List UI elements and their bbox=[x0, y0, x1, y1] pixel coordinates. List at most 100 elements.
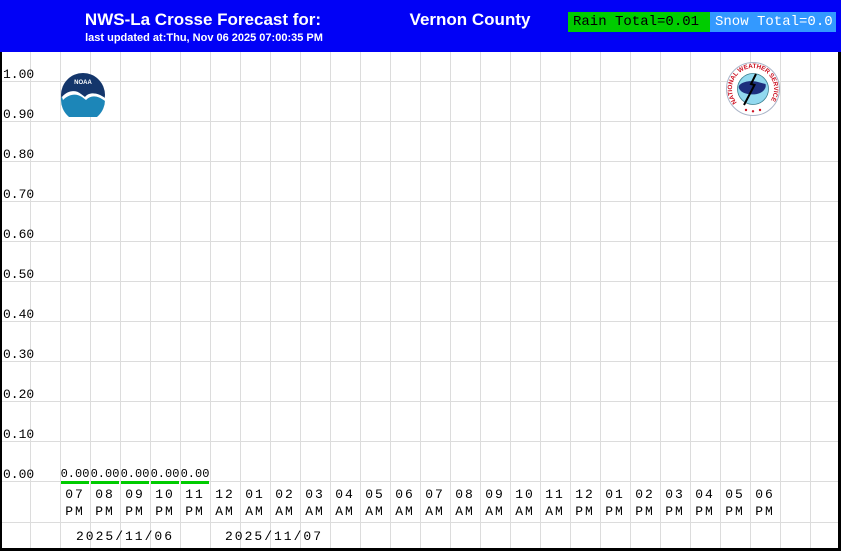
snow-total-badge: Snow Total=0.0 bbox=[710, 12, 836, 32]
rain-value-label: 0.00 bbox=[180, 467, 210, 481]
hour-value: 11 bbox=[545, 487, 565, 502]
rain-value-label: 0.00 bbox=[150, 467, 180, 481]
meridiem-value: AM bbox=[515, 504, 535, 519]
x-hour-label: 08 AM bbox=[450, 486, 480, 520]
meridiem-value: PM bbox=[185, 504, 205, 519]
meridiem-value: PM bbox=[665, 504, 685, 519]
hour-value: 07 bbox=[425, 487, 445, 502]
x-hour-label: 04 PM bbox=[690, 486, 720, 520]
nws-logo-icon: NATIONAL WEATHER SERVICE bbox=[726, 62, 780, 116]
rain-zero-bar bbox=[181, 481, 209, 484]
hour-value: 11 bbox=[185, 487, 205, 502]
hour-value: 02 bbox=[635, 487, 655, 502]
x-hour-label: 07 AM bbox=[420, 486, 450, 520]
header-bar: NWS-La Crosse Forecast for: last updated… bbox=[0, 0, 841, 52]
y-grid-line bbox=[0, 441, 841, 442]
x-hour-label: 02 PM bbox=[630, 486, 660, 520]
hour-value: 05 bbox=[725, 487, 745, 502]
hour-value: 12 bbox=[575, 487, 595, 502]
y-grid-line bbox=[0, 201, 841, 202]
nws-dot-icon bbox=[751, 110, 755, 113]
rain-value-label: 0.00 bbox=[90, 467, 120, 481]
y-grid-line bbox=[0, 121, 841, 122]
hour-value: 07 bbox=[65, 487, 85, 502]
meridiem-value: AM bbox=[305, 504, 325, 519]
meridiem-value: PM bbox=[635, 504, 655, 519]
x-hour-label: 11 PM bbox=[180, 486, 210, 520]
meridiem-value: PM bbox=[575, 504, 595, 519]
x-hour-label: 03 PM bbox=[660, 486, 690, 520]
hour-value: 03 bbox=[665, 487, 685, 502]
hour-value: 04 bbox=[695, 487, 715, 502]
meridiem-value: AM bbox=[545, 504, 565, 519]
hour-value: 06 bbox=[755, 487, 775, 502]
y-axis-label: 0.50 bbox=[3, 267, 35, 282]
chart-border-left bbox=[0, 52, 2, 551]
date-label: 2025/11/06 bbox=[75, 529, 174, 544]
x-hour-label: 03 AM bbox=[300, 486, 330, 520]
x-hour-label: 11 AM bbox=[540, 486, 570, 520]
noaa-logo-icon: NOAA bbox=[61, 73, 105, 117]
y-axis-label: 0.40 bbox=[3, 307, 35, 322]
hour-value: 09 bbox=[485, 487, 505, 502]
meridiem-value: PM bbox=[155, 504, 175, 519]
last-updated-text: last updated at:Thu, Nov 06 2025 07:00:3… bbox=[85, 32, 323, 44]
rain-value-label: 0.00 bbox=[120, 467, 150, 481]
meridiem-value: PM bbox=[605, 504, 625, 519]
meridiem-value: AM bbox=[395, 504, 415, 519]
x-hour-label: 06 AM bbox=[390, 486, 420, 520]
y-axis-label: 0.00 bbox=[3, 467, 35, 482]
hour-value: 12 bbox=[215, 487, 235, 502]
y-axis-label: 0.80 bbox=[3, 147, 35, 162]
x-hour-label: 12 PM bbox=[570, 486, 600, 520]
x-hour-label: 02 AM bbox=[270, 486, 300, 520]
x-hour-label: 10 PM bbox=[150, 486, 180, 520]
meridiem-value: PM bbox=[755, 504, 775, 519]
x-axis-separator-line bbox=[0, 522, 841, 523]
y-grid-line bbox=[0, 321, 841, 322]
noaa-logo-text: NOAA bbox=[74, 80, 92, 86]
meridiem-value: AM bbox=[485, 504, 505, 519]
y-axis-label: 0.20 bbox=[3, 387, 35, 402]
x-hour-label: 05 PM bbox=[720, 486, 750, 520]
y-axis-label: 0.30 bbox=[3, 347, 35, 362]
meridiem-value: AM bbox=[275, 504, 295, 519]
meridiem-value: AM bbox=[335, 504, 355, 519]
chart-border-right bbox=[838, 52, 841, 551]
x-hour-label: 08 PM bbox=[90, 486, 120, 520]
nws-dot-icon bbox=[744, 108, 748, 112]
y-grid-line bbox=[0, 361, 841, 362]
page-title: NWS-La Crosse Forecast for: bbox=[84, 10, 322, 29]
y-axis-label: 0.10 bbox=[3, 427, 35, 442]
y-axis-label: 0.70 bbox=[3, 187, 35, 202]
y-grid-line bbox=[0, 281, 841, 282]
x-hour-label: 09 AM bbox=[480, 486, 510, 520]
x-hour-label: 07 PM bbox=[60, 486, 90, 520]
x-hour-label: 06 PM bbox=[750, 486, 780, 520]
y-axis-label: 1.00 bbox=[3, 67, 35, 82]
x-hour-label: 09 PM bbox=[120, 486, 150, 520]
meridiem-value: PM bbox=[95, 504, 115, 519]
hour-value: 01 bbox=[245, 487, 265, 502]
hour-value: 09 bbox=[125, 487, 145, 502]
precip-chart-area: 1.00 0.90 0.80 0.70 0.60 0.50 0.40 0.30 0.20 0.10… bbox=[0, 52, 841, 551]
nws-dot-icon bbox=[758, 108, 762, 112]
meridiem-value: AM bbox=[245, 504, 265, 519]
chart-border-bottom bbox=[0, 548, 841, 551]
hour-value: 10 bbox=[515, 487, 535, 502]
meridiem-value: AM bbox=[365, 504, 385, 519]
meridiem-value: AM bbox=[215, 504, 235, 519]
meridiem-value: AM bbox=[425, 504, 445, 519]
location-title: Vernon County bbox=[409, 10, 531, 29]
noaa-gull-icon bbox=[62, 91, 105, 101]
hour-value: 10 bbox=[155, 487, 175, 502]
meridiem-value: PM bbox=[725, 504, 745, 519]
rain-total-badge: Rain Total=0.01 bbox=[568, 12, 710, 32]
y-grid-line bbox=[0, 241, 841, 242]
hour-value: 04 bbox=[335, 487, 355, 502]
y-axis-label: 0.90 bbox=[3, 107, 35, 122]
hour-value: 05 bbox=[365, 487, 385, 502]
x-hour-label: 01 PM bbox=[600, 486, 630, 520]
meridiem-value: PM bbox=[695, 504, 715, 519]
